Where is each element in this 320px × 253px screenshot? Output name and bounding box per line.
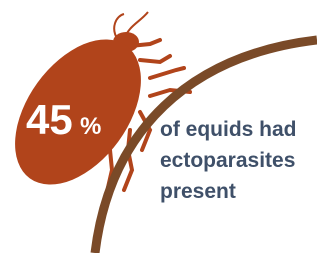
page: 45 % of equids had ectoparasites present… (0, 0, 320, 253)
caption-line: of equids had (160, 118, 297, 141)
caption-line: present (160, 180, 236, 203)
stat-unit: % (80, 113, 101, 140)
caption-line: ectoparasites (160, 149, 295, 172)
infographic: 45 % of equids had ectoparasites present (0, 0, 317, 253)
stat-number: 45 (26, 96, 73, 143)
